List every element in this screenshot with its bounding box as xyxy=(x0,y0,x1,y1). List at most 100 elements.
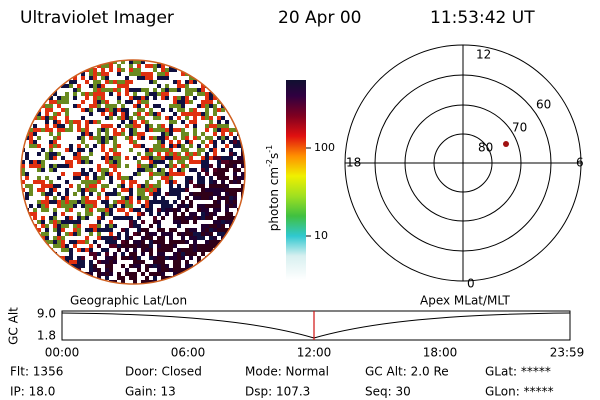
pixel xyxy=(49,116,53,120)
pixel xyxy=(37,144,41,148)
pixel xyxy=(113,192,117,196)
pixel xyxy=(213,124,217,128)
pixel xyxy=(229,152,233,156)
pixel xyxy=(121,144,125,148)
pixel xyxy=(89,216,93,220)
pixel xyxy=(65,188,69,192)
pixel xyxy=(157,64,161,68)
pixel xyxy=(141,84,145,88)
pixel xyxy=(65,180,69,184)
pixel xyxy=(225,168,229,172)
pixel xyxy=(181,236,185,240)
pixel xyxy=(97,220,101,224)
pixel xyxy=(189,140,193,144)
pixel xyxy=(125,184,129,188)
pixel xyxy=(69,260,73,264)
pixel xyxy=(77,212,81,216)
pixel xyxy=(173,160,177,164)
pixel xyxy=(65,152,69,156)
pixel xyxy=(197,172,201,176)
pixel xyxy=(177,204,181,208)
pixel xyxy=(125,64,129,68)
pixel xyxy=(157,72,161,76)
pixel xyxy=(189,80,193,84)
pixel xyxy=(165,260,169,264)
pixel xyxy=(217,188,221,192)
pixel xyxy=(237,196,241,200)
pixel xyxy=(121,196,125,200)
pixel xyxy=(53,188,57,192)
pixel xyxy=(177,108,181,112)
pixel xyxy=(145,96,149,100)
pixel xyxy=(69,136,73,140)
pixel xyxy=(205,136,209,140)
pixel xyxy=(133,272,137,276)
pixel xyxy=(45,196,49,200)
pixel xyxy=(161,176,165,180)
pixel xyxy=(145,128,149,132)
pixel xyxy=(117,140,121,144)
pixel xyxy=(77,92,81,96)
pixel xyxy=(85,240,89,244)
pixel xyxy=(121,212,125,216)
pixel xyxy=(205,188,209,192)
pixel xyxy=(113,236,117,240)
pixel xyxy=(25,148,29,152)
pixel xyxy=(45,112,49,116)
pixel xyxy=(33,180,37,184)
pixel xyxy=(189,88,193,92)
pixel xyxy=(229,184,233,188)
pixel xyxy=(233,152,237,156)
pixel xyxy=(181,200,185,204)
pixel xyxy=(145,240,149,244)
pixel xyxy=(185,200,189,204)
pixel xyxy=(129,176,133,180)
pixel xyxy=(45,144,49,148)
pixel xyxy=(69,152,73,156)
pixel xyxy=(57,140,61,144)
pixel xyxy=(177,216,181,220)
pixel xyxy=(137,108,141,112)
pixel xyxy=(109,148,113,152)
pixel xyxy=(165,188,169,192)
pixel xyxy=(69,116,73,120)
pixel xyxy=(77,100,81,104)
pixel xyxy=(45,116,49,120)
pixel xyxy=(157,192,161,196)
pixel xyxy=(185,236,189,240)
pixel xyxy=(141,236,145,240)
pixel xyxy=(125,136,129,140)
pixel xyxy=(109,140,113,144)
pixel xyxy=(89,124,93,128)
label-part: -2 xyxy=(265,159,274,167)
pixel xyxy=(109,156,113,160)
pixel xyxy=(209,204,213,208)
pixel xyxy=(33,160,37,164)
pixel xyxy=(201,104,205,108)
pixel xyxy=(165,120,169,124)
pixel xyxy=(73,96,77,100)
pixel xyxy=(225,124,229,128)
pixel xyxy=(65,232,69,236)
pixel xyxy=(77,152,81,156)
pixel xyxy=(65,84,69,88)
pixel xyxy=(77,76,81,80)
pixel xyxy=(185,252,189,256)
pixel xyxy=(133,192,137,196)
pixel xyxy=(81,108,85,112)
pixel xyxy=(77,96,81,100)
pixel xyxy=(213,244,217,248)
pixel xyxy=(49,216,53,220)
pixel xyxy=(45,228,49,232)
pixel xyxy=(225,224,229,228)
pixel xyxy=(49,208,53,212)
pixel xyxy=(69,112,73,116)
pixel xyxy=(125,108,129,112)
pixel xyxy=(169,112,173,116)
pixel xyxy=(93,264,97,268)
pixel xyxy=(165,224,169,228)
pixel xyxy=(117,148,121,152)
pixel xyxy=(193,188,197,192)
pixel xyxy=(133,132,137,136)
pixel xyxy=(137,104,141,108)
